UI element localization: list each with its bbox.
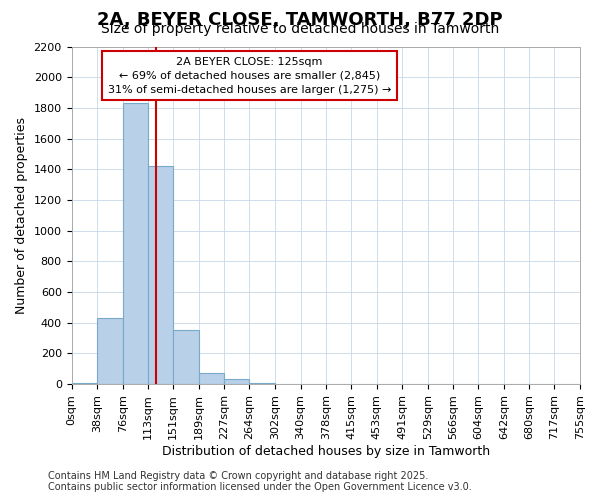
Bar (224, 380, 250, 384)
Text: 2A, BEYER CLOSE, TAMWORTH, B77 2DP: 2A, BEYER CLOSE, TAMWORTH, B77 2DP (97, 11, 503, 29)
Bar (173, 330, 199, 384)
Y-axis label: Number of detached properties: Number of detached properties (15, 117, 28, 314)
Bar (148, 166, 173, 384)
Bar (199, 372, 224, 384)
Bar (71, 382, 97, 384)
Bar (250, 382, 275, 384)
Text: Size of property relative to detached houses in Tamworth: Size of property relative to detached ho… (101, 22, 499, 36)
Text: 2A BEYER CLOSE: 125sqm
← 69% of detached houses are smaller (2,845)
31% of semi-: 2A BEYER CLOSE: 125sqm ← 69% of detached… (108, 56, 391, 94)
Bar (97, 318, 123, 384)
Text: Contains HM Land Registry data © Crown copyright and database right 2025.
Contai: Contains HM Land Registry data © Crown c… (48, 471, 472, 492)
Bar (123, 104, 148, 384)
X-axis label: Distribution of detached houses by size in Tamworth: Distribution of detached houses by size … (162, 444, 490, 458)
